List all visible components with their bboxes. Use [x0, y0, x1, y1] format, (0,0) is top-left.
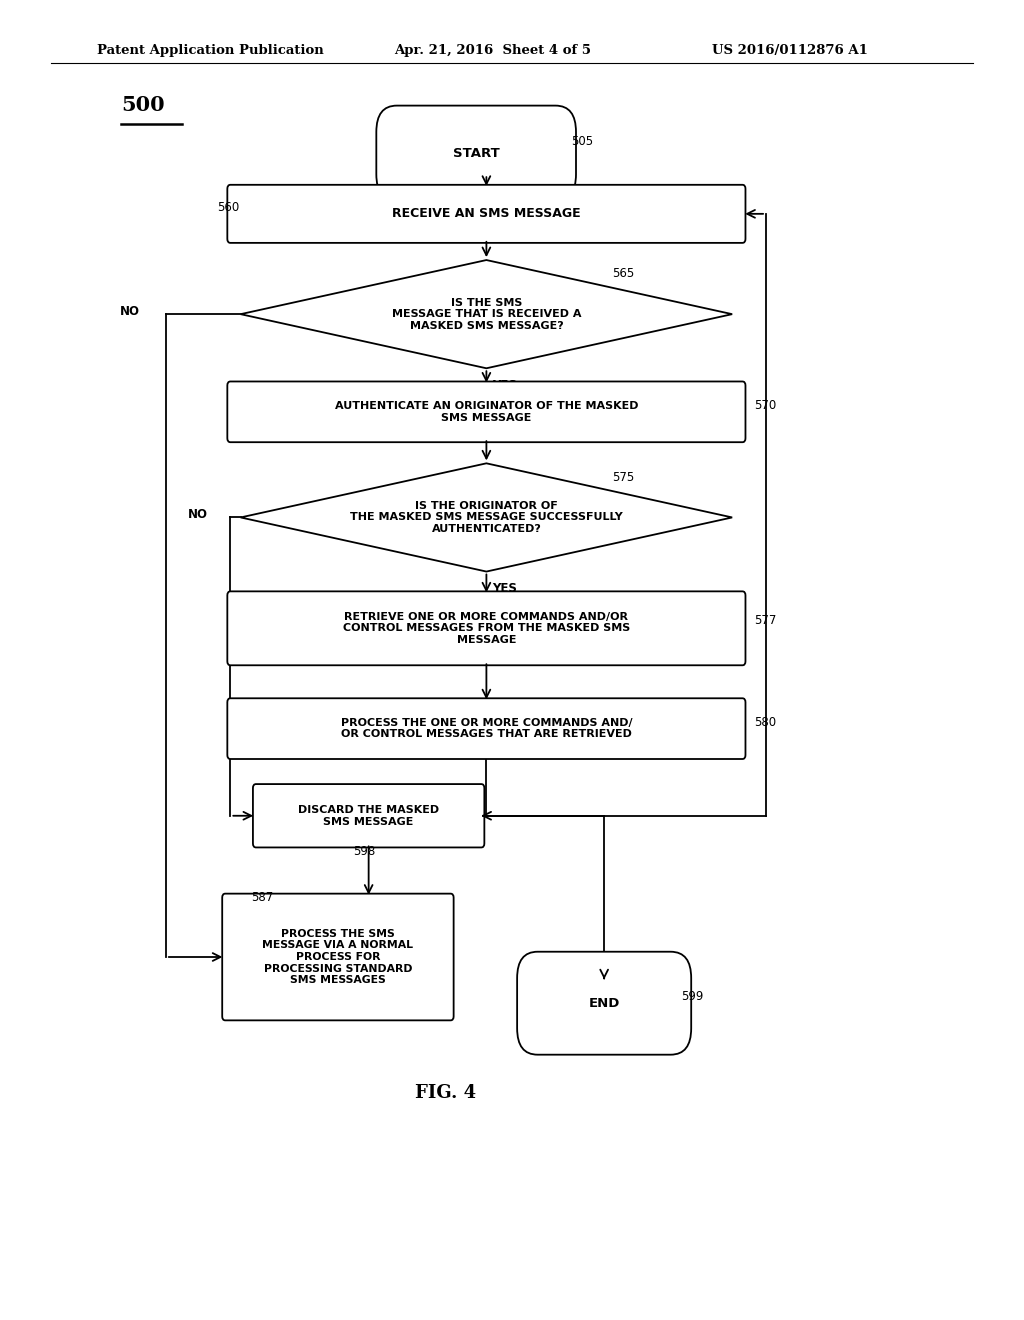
FancyBboxPatch shape	[253, 784, 484, 847]
FancyBboxPatch shape	[517, 952, 691, 1055]
FancyBboxPatch shape	[222, 894, 454, 1020]
Text: YES: YES	[493, 582, 517, 595]
Text: 500: 500	[121, 95, 165, 115]
Text: RECEIVE AN SMS MESSAGE: RECEIVE AN SMS MESSAGE	[392, 207, 581, 220]
Text: NO: NO	[120, 305, 140, 318]
Text: 580: 580	[754, 715, 776, 729]
Text: RETRIEVE ONE OR MORE COMMANDS AND/OR
CONTROL MESSAGES FROM THE MASKED SMS
MESSAG: RETRIEVE ONE OR MORE COMMANDS AND/OR CON…	[343, 611, 630, 645]
FancyBboxPatch shape	[227, 381, 745, 442]
Text: START: START	[453, 147, 500, 160]
Text: 565: 565	[612, 267, 635, 280]
FancyBboxPatch shape	[227, 591, 745, 665]
Text: 587: 587	[251, 891, 273, 904]
Text: 575: 575	[612, 471, 635, 484]
Text: 598: 598	[353, 845, 376, 858]
Text: Patent Application Publication: Patent Application Publication	[97, 44, 324, 57]
Text: 599: 599	[681, 990, 703, 1003]
Text: IS THE SMS
MESSAGE THAT IS RECEIVED A
MASKED SMS MESSAGE?: IS THE SMS MESSAGE THAT IS RECEIVED A MA…	[391, 297, 582, 331]
Text: AUTHENTICATE AN ORIGINATOR OF THE MASKED
SMS MESSAGE: AUTHENTICATE AN ORIGINATOR OF THE MASKED…	[335, 401, 638, 422]
Text: NO: NO	[187, 508, 208, 521]
Text: PROCESS THE ONE OR MORE COMMANDS AND/
OR CONTROL MESSAGES THAT ARE RETRIEVED: PROCESS THE ONE OR MORE COMMANDS AND/ OR…	[341, 718, 632, 739]
Text: YES: YES	[493, 379, 517, 392]
Text: 505: 505	[571, 135, 594, 148]
FancyBboxPatch shape	[377, 106, 575, 201]
Text: DISCARD THE MASKED
SMS MESSAGE: DISCARD THE MASKED SMS MESSAGE	[298, 805, 439, 826]
Text: Apr. 21, 2016  Sheet 4 of 5: Apr. 21, 2016 Sheet 4 of 5	[394, 44, 591, 57]
Text: 577: 577	[754, 614, 776, 627]
Text: 560: 560	[217, 201, 240, 214]
Text: END: END	[589, 997, 620, 1010]
Text: FIG. 4: FIG. 4	[415, 1084, 476, 1102]
Text: IS THE ORIGINATOR OF
THE MASKED SMS MESSAGE SUCCESSFULLY
AUTHENTICATED?: IS THE ORIGINATOR OF THE MASKED SMS MESS…	[350, 500, 623, 535]
Text: US 2016/0112876 A1: US 2016/0112876 A1	[712, 44, 867, 57]
FancyBboxPatch shape	[227, 185, 745, 243]
Text: 570: 570	[754, 399, 776, 412]
Polygon shape	[241, 463, 732, 572]
Text: PROCESS THE SMS
MESSAGE VIA A NORMAL
PROCESS FOR
PROCESSING STANDARD
SMS MESSAGE: PROCESS THE SMS MESSAGE VIA A NORMAL PRO…	[262, 929, 414, 985]
FancyBboxPatch shape	[227, 698, 745, 759]
Polygon shape	[241, 260, 732, 368]
